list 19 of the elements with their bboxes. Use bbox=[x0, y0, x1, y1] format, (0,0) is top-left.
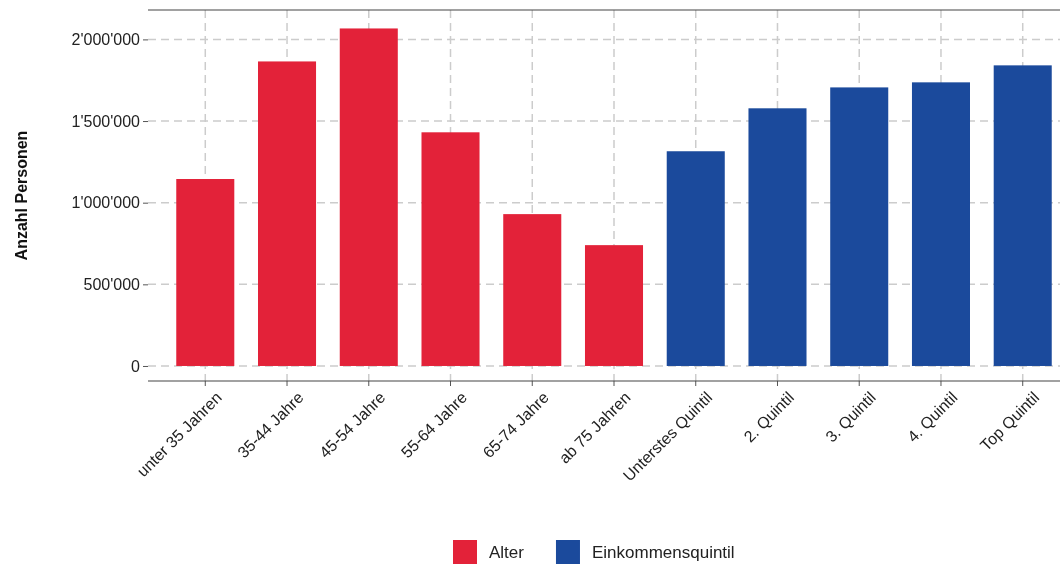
y-tick-label: 500'000 bbox=[83, 275, 141, 293]
bar bbox=[993, 65, 1052, 366]
bar bbox=[421, 132, 480, 366]
bar bbox=[830, 87, 889, 366]
bar bbox=[503, 214, 562, 366]
bar bbox=[748, 108, 807, 366]
legend-label: Einkommensquintil bbox=[591, 543, 735, 562]
bar bbox=[339, 28, 398, 366]
bar bbox=[584, 245, 644, 366]
bar bbox=[176, 179, 235, 366]
bar bbox=[911, 82, 970, 366]
y-tick-label: 1'500'000 bbox=[71, 112, 141, 130]
legend-label: Alter bbox=[489, 543, 525, 562]
bar bbox=[666, 151, 725, 366]
y-axis-title: Anzahl Personen bbox=[13, 130, 30, 261]
y-tick-label: 1'000'000 bbox=[71, 194, 141, 212]
y-tick-label: 2'000'000 bbox=[71, 31, 141, 49]
bar bbox=[258, 61, 317, 366]
y-tick-label: 0 bbox=[131, 357, 141, 375]
